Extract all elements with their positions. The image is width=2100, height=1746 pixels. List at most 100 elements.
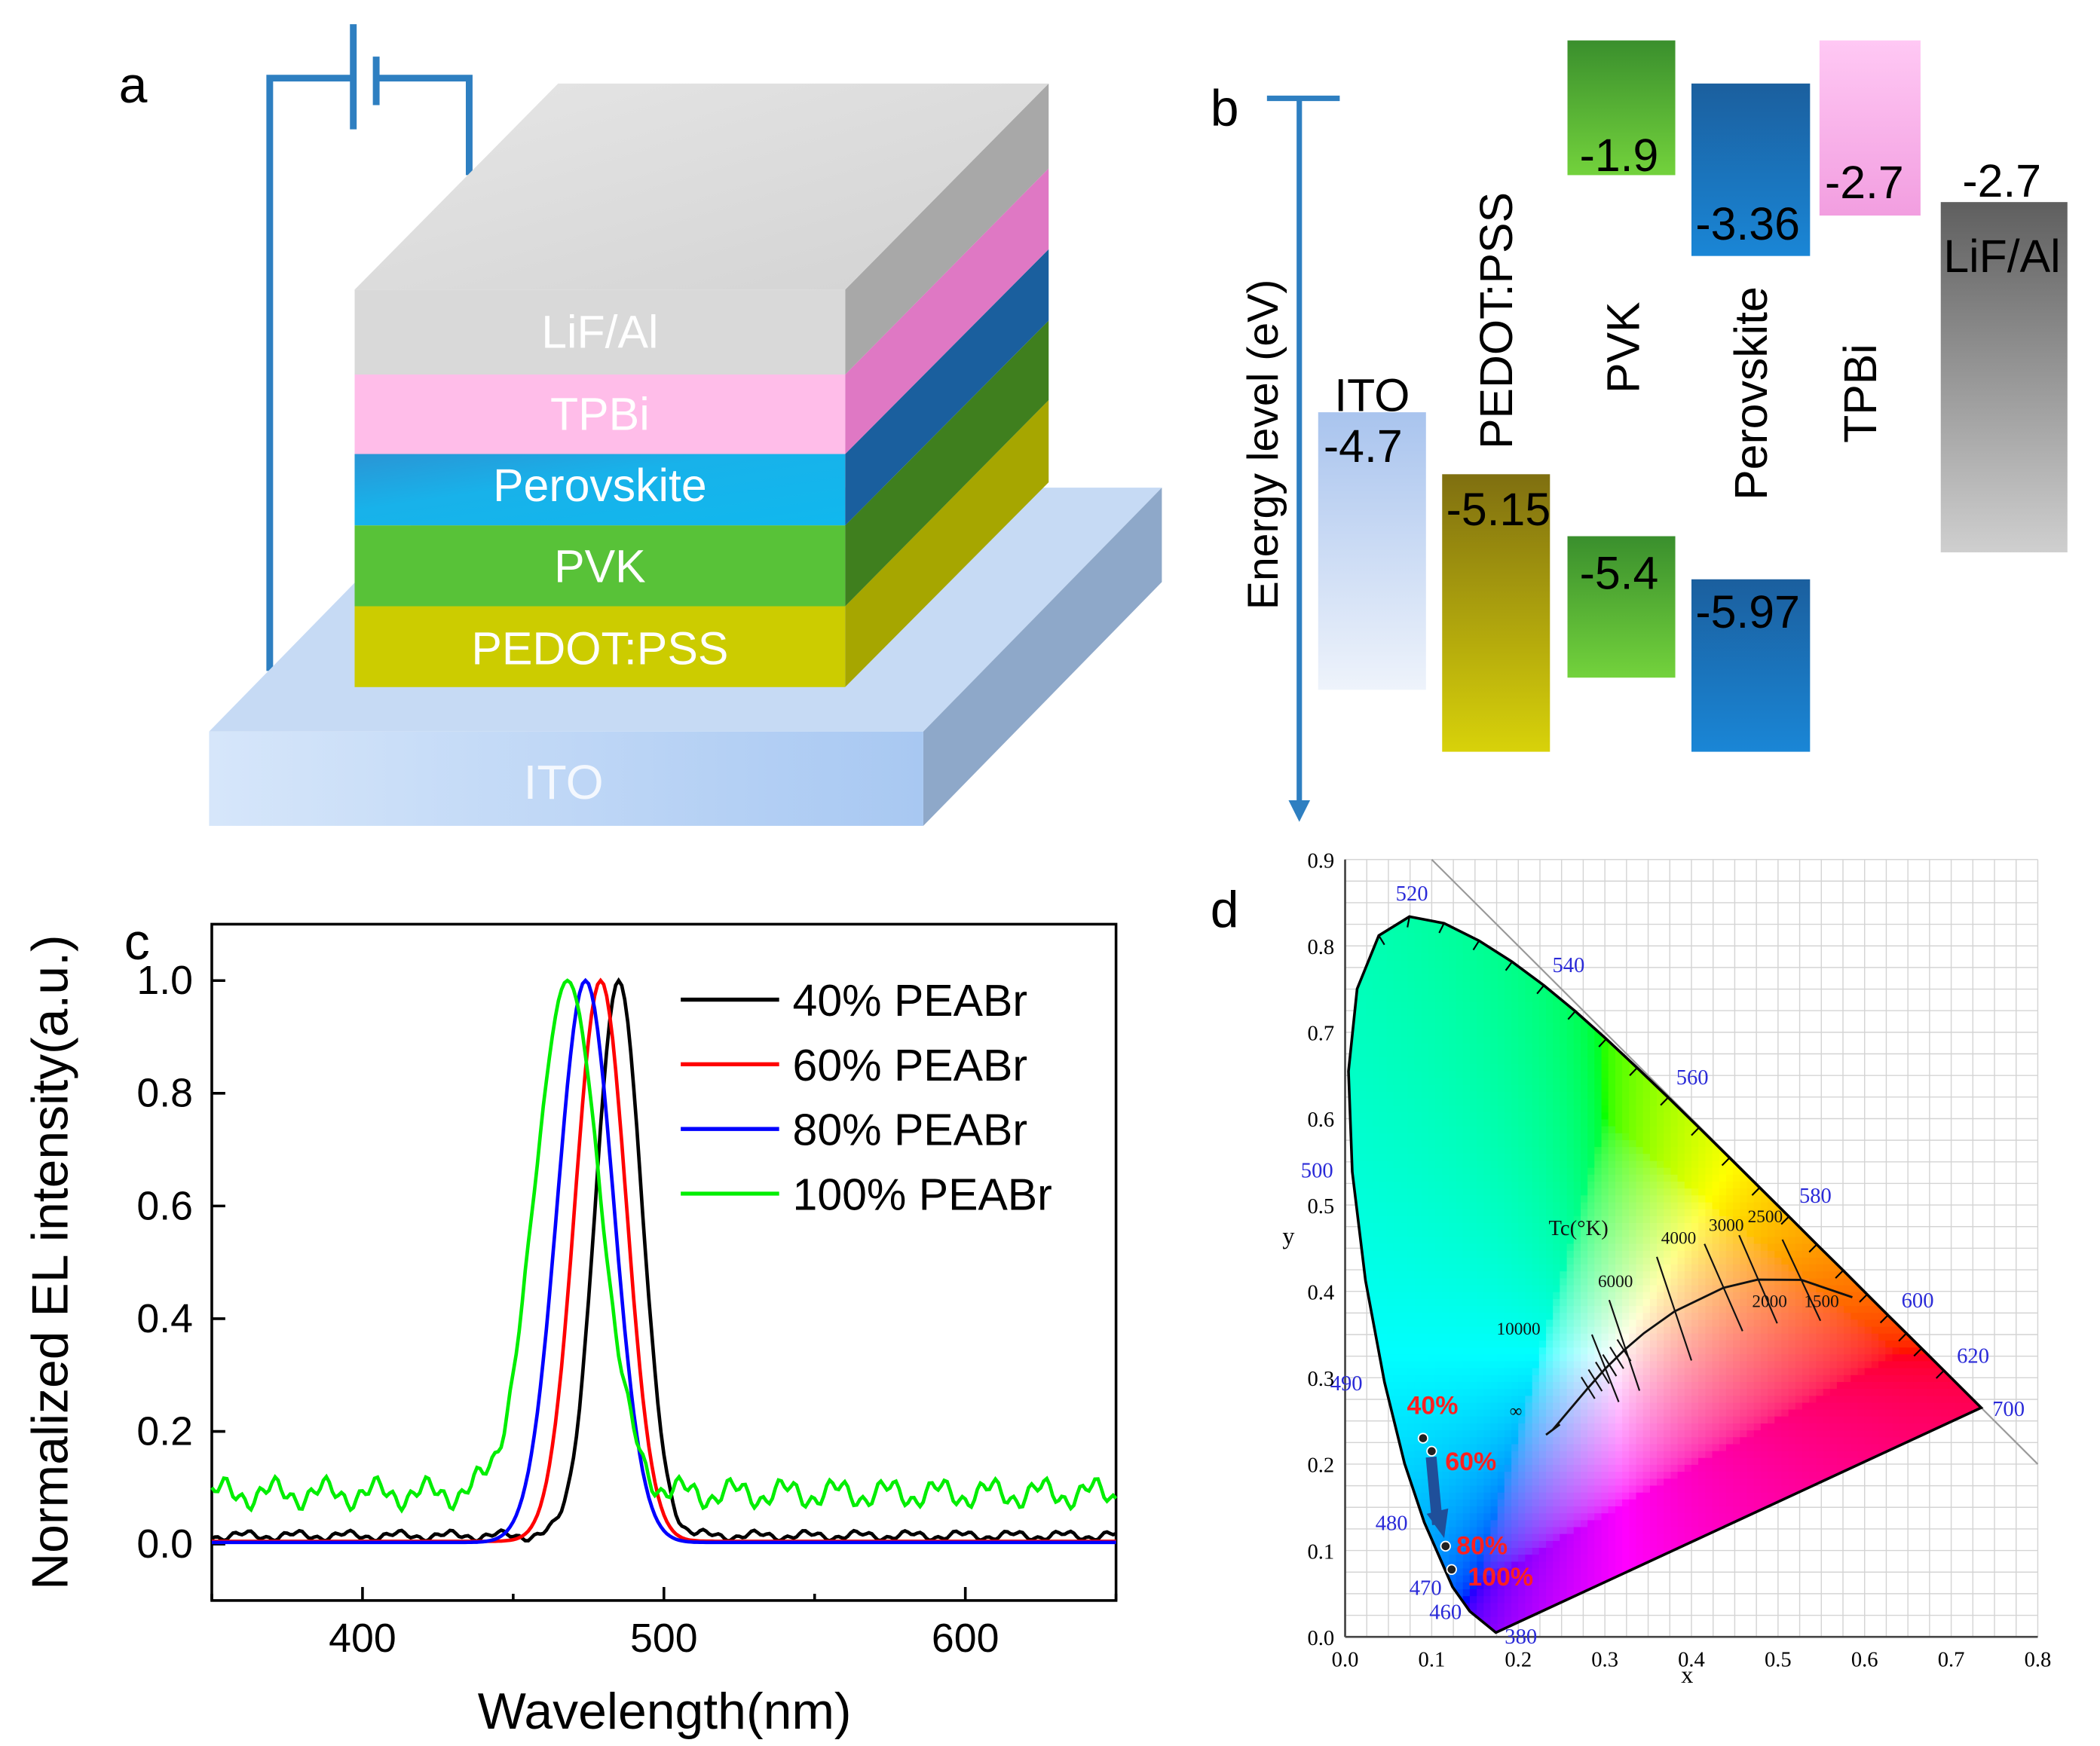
cie-color-cell [1511, 1256, 1520, 1265]
cie-color-cell [1407, 1554, 1416, 1562]
cie-color-cell [1636, 1430, 1644, 1438]
cie-color-cell [1352, 1595, 1360, 1604]
cie-color-cell [1518, 1132, 1526, 1141]
cie-color-cell [1442, 1561, 1450, 1569]
cie-color-cell [1477, 973, 1485, 982]
cie-color-cell [1414, 1236, 1422, 1244]
cie-color-cell [1594, 1443, 1603, 1451]
cie-color-cell [1352, 1249, 1360, 1258]
cie-color-cell [1532, 1132, 1540, 1141]
cie-color-cell [1636, 1491, 1644, 1500]
cie-color-cell [1428, 1153, 1437, 1161]
cie-color-cell [1511, 1160, 1520, 1168]
cie-color-cell [1560, 1491, 1568, 1500]
cie-color-cell [1504, 1415, 1513, 1423]
cie-color-cell [1352, 959, 1360, 968]
cie-color-cell [1421, 1457, 1429, 1465]
cie-color-cell [1463, 904, 1471, 912]
cie-color-cell [1456, 1132, 1464, 1141]
cie-color-cell [1477, 1118, 1485, 1127]
cie-color-cell [1532, 946, 1540, 954]
cie-color-cell [1622, 1305, 1630, 1313]
cie-color-cell [1594, 1463, 1603, 1472]
cie-color-cell [1532, 1353, 1540, 1362]
cie-color-cell [1477, 1478, 1485, 1486]
cie-color-cell [1348, 1326, 1353, 1334]
cie-color-cell [1401, 925, 1409, 933]
cie-color-cell [1518, 1546, 1526, 1555]
cie-color-cell [1636, 1319, 1644, 1327]
cie-color-cell [1636, 1498, 1644, 1506]
cie-color-cell [1477, 1589, 1485, 1597]
cie-color-cell [1442, 987, 1450, 995]
cie-color-cell [1462, 1422, 1471, 1431]
cie-color-cell [1553, 1042, 1561, 1050]
cie-color-cell [1587, 1215, 1596, 1223]
cie-color-cell [1366, 1167, 1374, 1175]
cie-color-cell [1532, 1512, 1540, 1521]
cie-color-cell [1622, 1194, 1630, 1203]
cie-color-cell [1546, 1450, 1554, 1458]
lif-name: LiF/Al [1943, 231, 2060, 282]
cie-color-cell [1649, 1602, 1658, 1610]
cie-color-cell [1636, 1422, 1644, 1431]
cie-color-cell [1469, 1291, 1478, 1299]
cie-color-cell [1407, 1042, 1416, 1050]
cie-color-cell [1581, 1561, 1589, 1569]
cie-color-cell [1622, 1540, 1630, 1549]
cie-color-cell [1386, 931, 1394, 940]
cie-color-cell [1525, 973, 1533, 982]
cie-color-cell [1434, 1415, 1443, 1423]
cie-color-cell [1504, 1125, 1513, 1133]
cie-color-cell [1428, 1139, 1437, 1148]
cie-color-cell [1622, 1326, 1630, 1334]
cie-color-cell [1594, 1374, 1603, 1382]
c-xlabel: Wavelength(nm) [478, 1683, 852, 1740]
cie-color-cell [1532, 1249, 1540, 1258]
cie-color-cell [1393, 1339, 1402, 1348]
cie-color-cell [1393, 1471, 1402, 1479]
cie-color-cell [1608, 1519, 1616, 1527]
cie-color-cell [1401, 1402, 1409, 1410]
cie-color-cell [1525, 1595, 1533, 1604]
cie-color-cell [1497, 1491, 1505, 1500]
cie-color-cell [1642, 1063, 1651, 1072]
cie-color-cell [1469, 1491, 1478, 1500]
cie-color-cell [1421, 1125, 1429, 1133]
cie-color-cell [1594, 1485, 1603, 1493]
cie-color-cell [1636, 1146, 1644, 1154]
cie-color-cell [1573, 1471, 1581, 1479]
cie-color-cell [1386, 1263, 1394, 1272]
cie-color-cell [1594, 1360, 1603, 1368]
cie-color-cell [1615, 925, 1624, 933]
cie-color-cell [1615, 1305, 1624, 1313]
cie-color-cell [1636, 994, 1644, 1002]
cie-color-cell [1469, 1498, 1478, 1506]
cie-color-cell [1414, 1167, 1422, 1175]
cie-color-cell [1649, 1001, 1658, 1009]
panel-a-label: a [119, 57, 148, 114]
cie-color-cell [1642, 916, 1651, 919]
cie-color-cell [1442, 1229, 1450, 1237]
cie-color-cell [1434, 1167, 1443, 1175]
cie-color-cell [1456, 1042, 1464, 1050]
cie-color-cell [1449, 1236, 1457, 1244]
cie-color-cell [1538, 1132, 1547, 1141]
cie-color-cell [1477, 1208, 1485, 1216]
cie-color-cell [1553, 1561, 1561, 1569]
cie-color-cell [1560, 1049, 1568, 1057]
cie-color-cell [1629, 1222, 1637, 1231]
cie-color-cell [1615, 1153, 1624, 1161]
cie-color-cell [1483, 1263, 1492, 1272]
cie-color-cell [1615, 1581, 1624, 1590]
cie-color-cell [1352, 1622, 1360, 1631]
cie-color-cell [1469, 1374, 1478, 1382]
cie-color-cell [1553, 1436, 1561, 1445]
cie-color-cell [1601, 1097, 1609, 1106]
cie-color-cell [1483, 980, 1492, 989]
cie-color-cell [1469, 953, 1478, 961]
cie-color-cell [1407, 1125, 1416, 1133]
cie-color-cell [1608, 1602, 1616, 1610]
cie-color-cell [1636, 987, 1644, 995]
cie-color-cell [1504, 1374, 1513, 1382]
